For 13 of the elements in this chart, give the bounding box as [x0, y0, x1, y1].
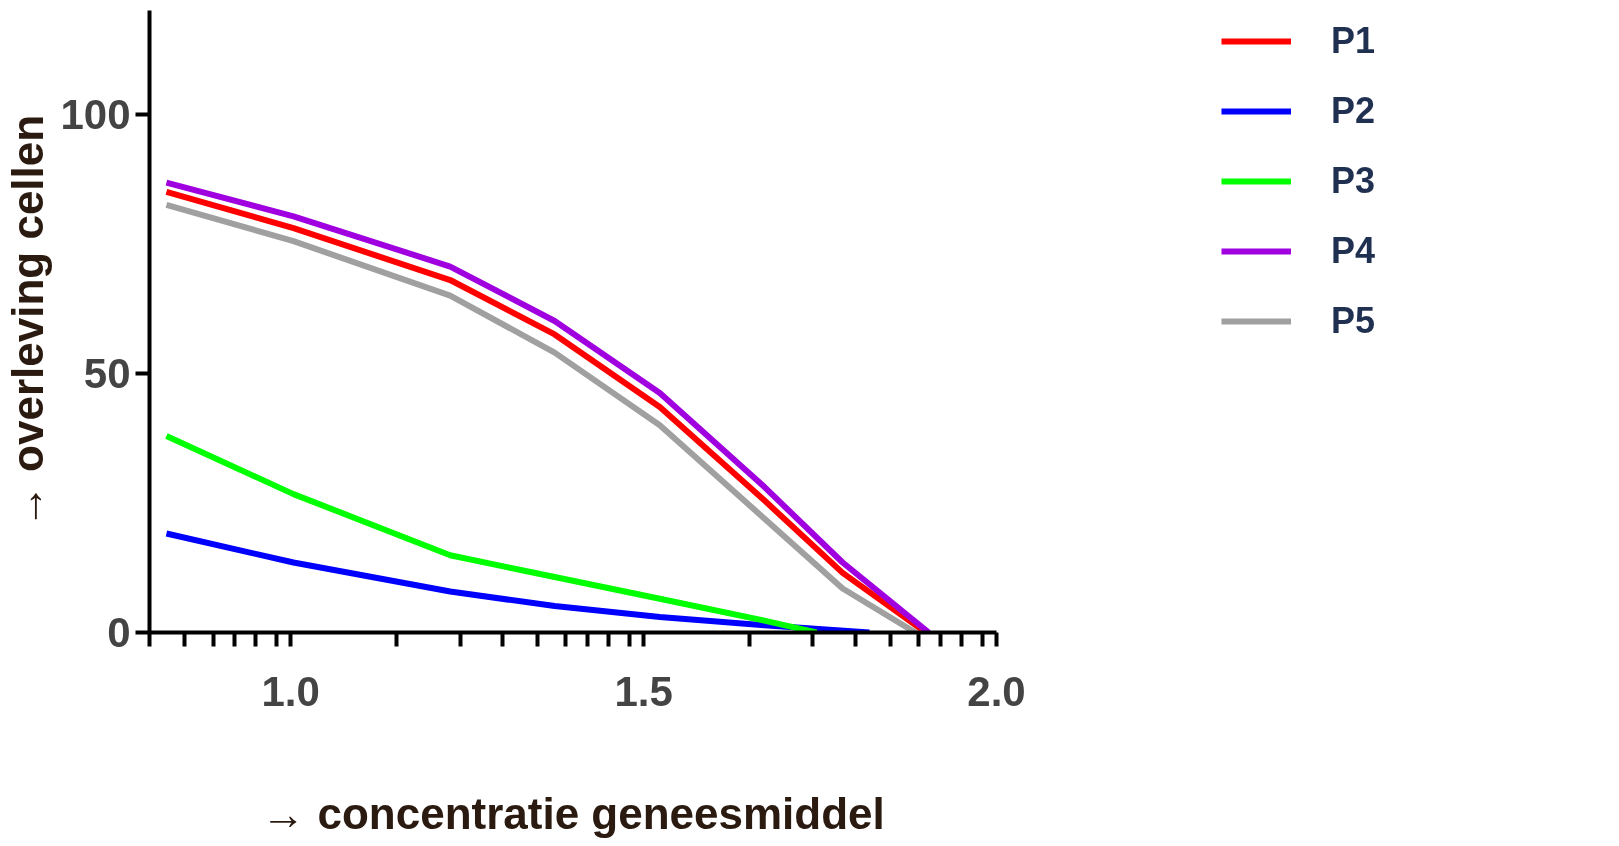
y-axis-title: → overleving cellen — [3, 114, 53, 529]
legend-label: P1 — [1330, 20, 1376, 62]
y-tick-label: 50 — [83, 349, 131, 397]
x-tick-label: 2.0 — [967, 667, 1026, 715]
y-tick-label: 0 — [107, 609, 131, 656]
legend-label: P2 — [1330, 90, 1376, 132]
x-tick-label: 1.0 — [261, 667, 320, 715]
y-tick-label: 100 — [60, 90, 131, 138]
x-tick-label: 1.5 — [614, 667, 673, 715]
legend-label: P5 — [1330, 300, 1376, 342]
legend-label: P3 — [1330, 160, 1376, 202]
legend-label: P4 — [1330, 230, 1376, 272]
x-axis-title: → concentratie geneesmiddel — [261, 788, 885, 838]
